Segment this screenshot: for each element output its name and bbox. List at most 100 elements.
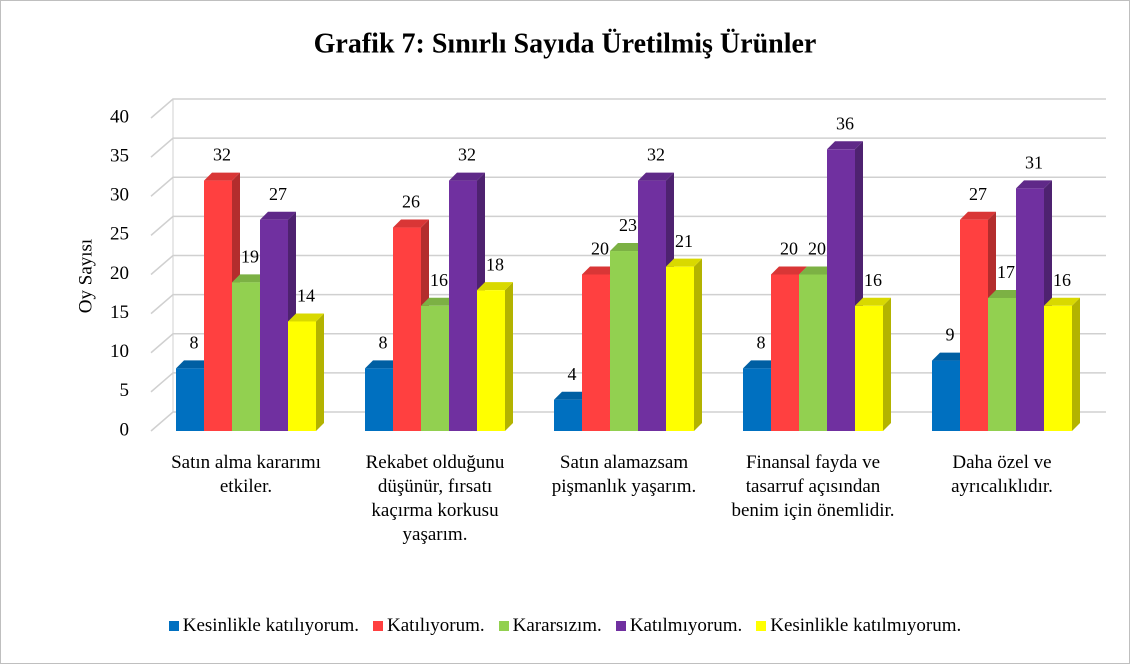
value-label: 16 — [1053, 270, 1071, 290]
bar-front — [554, 399, 582, 431]
bar-top — [288, 313, 324, 322]
bar — [855, 297, 891, 431]
legend-label: Katılmıyorum. — [629, 615, 743, 636]
bar-front — [176, 368, 204, 431]
bar-front — [638, 180, 666, 431]
legend-item: Katılıyorum. — [373, 615, 485, 637]
bar-front — [743, 368, 771, 431]
chart-title: Grafik 7: Sınırlı Sayıda Üretilmiş Ürünl… — [314, 28, 817, 59]
bar-top — [1044, 297, 1080, 306]
y-tick-label: 25 — [110, 224, 129, 245]
bar-top — [260, 211, 296, 220]
y-axis-label: Oy Sayısı — [75, 239, 96, 313]
value-label: 19 — [241, 246, 259, 266]
value-label: 27 — [269, 184, 287, 204]
bar-front — [421, 305, 449, 431]
bar — [288, 313, 324, 431]
y-tick-label: 5 — [120, 380, 130, 401]
value-label: 27 — [969, 184, 987, 204]
y-tick-label: 20 — [110, 263, 129, 284]
value-label: 23 — [619, 215, 637, 235]
bar-top — [638, 172, 674, 181]
grid-line — [150, 98, 1106, 119]
legend-swatch — [373, 621, 384, 631]
bar-front — [449, 180, 477, 431]
legend-label: Kesinlikle katılmıyorum. — [770, 615, 962, 636]
bar-side — [694, 258, 702, 431]
bar-front — [855, 305, 883, 431]
bar — [393, 219, 429, 431]
value-label: 26 — [402, 192, 420, 212]
grid-line — [150, 137, 1106, 158]
y-tick-label: 35 — [110, 145, 129, 166]
bar-top — [610, 243, 646, 252]
value-label: 32 — [213, 145, 231, 165]
legend-item: Katılmıyorum. — [615, 615, 743, 637]
bar-top — [1016, 180, 1052, 189]
bar-front — [1016, 188, 1044, 431]
x-tick-label: Rekabet olduğunu düşünür, fırsatı kaçırm… — [365, 452, 505, 545]
value-label: 36 — [836, 113, 854, 133]
bar-top — [666, 258, 702, 267]
bar-top — [232, 274, 268, 283]
legend-item: Kesinlikle katılıyorum. — [168, 615, 359, 637]
bar — [666, 258, 702, 431]
value-label: 16 — [864, 270, 882, 290]
bar-front — [204, 180, 232, 431]
bar-top — [771, 266, 807, 275]
value-label: 32 — [647, 145, 665, 165]
legend-item: Kararsızım. — [498, 615, 602, 637]
bar-front — [365, 368, 393, 431]
value-label: 4 — [568, 364, 577, 384]
value-label: 21 — [675, 231, 693, 251]
grid-line — [150, 176, 1106, 197]
value-label: 8 — [757, 333, 766, 353]
legend-label: Katılıyorum. — [387, 615, 485, 636]
legend-swatch — [498, 621, 509, 631]
bar-top — [449, 172, 485, 181]
bar-top — [960, 211, 996, 220]
bar-front — [393, 227, 421, 431]
legend-label: Kararsızım. — [512, 615, 602, 636]
value-label: 31 — [1025, 153, 1043, 173]
bar-top — [393, 219, 429, 228]
bar — [1016, 180, 1052, 431]
bar — [477, 282, 513, 431]
bar-top — [554, 391, 590, 400]
bar — [449, 172, 485, 431]
legend: Kesinlikle katılıyorum. Katılıyorum. Karar… — [1, 615, 1129, 637]
bar-top — [932, 352, 968, 361]
bar-top — [365, 360, 401, 369]
value-label: 14 — [297, 286, 315, 306]
bar-front — [477, 290, 505, 431]
bar-front — [1044, 305, 1072, 431]
y-tick-label: 15 — [110, 302, 129, 323]
bar-front — [610, 251, 638, 431]
legend-swatch — [615, 621, 626, 631]
y-tick-label: 10 — [110, 341, 129, 362]
bar-front — [288, 321, 316, 431]
value-label: 17 — [997, 262, 1015, 282]
legend-item: Kesinlikle katılmıyorum. — [756, 615, 961, 637]
value-label: 8 — [190, 333, 199, 353]
value-label: 20 — [808, 239, 826, 259]
value-label: 18 — [486, 254, 504, 274]
bar-top — [176, 360, 212, 369]
value-label: 32 — [458, 145, 476, 165]
bar-front — [260, 219, 288, 431]
legend-swatch — [756, 621, 767, 631]
x-tick-label: Satın alamazsam pişmanlık yaşarım. — [551, 452, 697, 497]
x-tick-label: Daha özel ve ayrıcalıklıdır. — [951, 452, 1053, 497]
bar-side — [1072, 297, 1080, 431]
bar-front — [771, 274, 799, 431]
bar — [1044, 297, 1080, 431]
value-label: 20 — [591, 239, 609, 259]
bar-front — [960, 219, 988, 431]
value-label: 20 — [780, 239, 798, 259]
value-label: 9 — [946, 325, 955, 345]
bar-top — [743, 360, 779, 369]
y-tick-label: 0 — [120, 419, 130, 440]
x-tick-label: Satın alma kararımı etkiler. — [171, 452, 321, 497]
